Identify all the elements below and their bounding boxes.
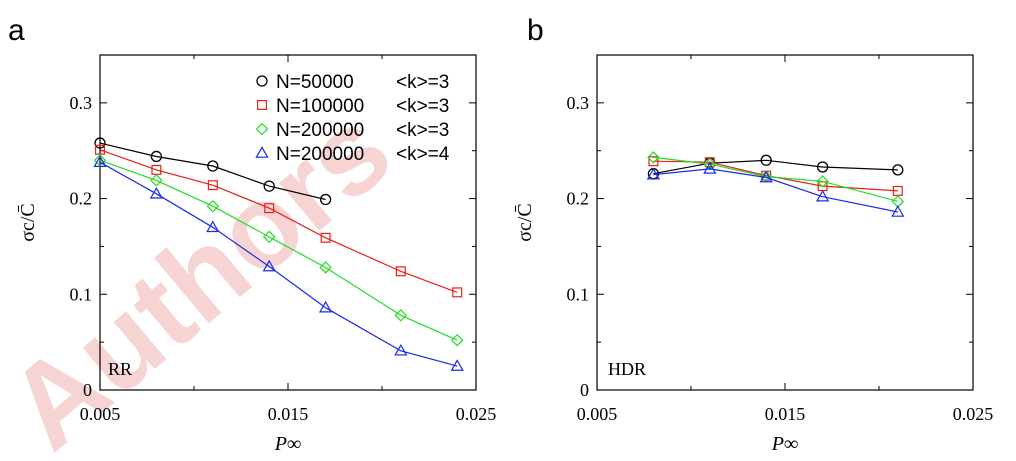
legend-series-name: N=200000 [276,144,364,165]
y-axis-title: σc/C̄ [17,203,39,242]
data-point [394,309,408,322]
data-point [318,300,333,313]
data-point [264,203,275,214]
inset-label-a: RR [108,359,132,379]
data-point [646,167,661,180]
panel-b: b HDR 0 0.1 0.2 0.3 0.005 0.015 0.025 P∞ σc/C̄ [514,14,993,455]
series-line [653,156,898,202]
data-point [816,175,829,188]
legend-series-name: N=50000 [276,72,354,93]
y-axis-title: σc/C̄ [514,203,536,242]
data-point [703,157,717,171]
data-point [703,162,717,174]
data-point [319,261,332,274]
plot-b: 0 0.1 0.2 0.3 0.005 0.015 0.025 P∞ σc/C̄ [514,54,994,455]
legend-series-name: N=100000 [276,96,364,117]
data-point [891,205,905,217]
y-tick-label: 0.1 [70,284,93,304]
legend-marker [257,99,268,110]
x-axis-title: P∞ [771,433,798,455]
series-0 [647,154,904,180]
data-point [263,180,275,192]
data-point [207,160,219,172]
plot-frame [596,54,974,391]
data-point [647,151,660,164]
series-3 [93,155,464,371]
data-point [394,343,408,356]
legend-marker [255,146,269,158]
legend-k-label: <k>=3 [396,96,449,117]
y-tick-label: 0.2 [70,189,93,209]
data-point [319,193,332,206]
x-axis-title: P∞ [274,433,301,455]
data-point [206,220,220,233]
panel-a: a RR 0 0.1 0.2 0.3 0.005 0.015 0.025 P∞ σc/C̄ N=5… [8,14,496,455]
legend-k-label: <k>=3 [396,72,449,93]
x-tick-label: 0.005 [577,404,618,424]
series-line [99,159,458,341]
series-line [99,142,326,201]
data-point [262,259,276,272]
y-tick-label: 0.1 [567,284,590,304]
plot-a: 0 0.1 0.2 0.3 0.005 0.015 0.025 P∞ σc/C̄ N=50000 <… [17,54,497,455]
x-tick-label: 0.015 [765,404,806,424]
data-point [206,199,220,213]
legend-series-name: N=200000 [276,120,364,141]
legend: N=50000 <k>=3 N=100000 <k>=3 N=200000 <k>=3 N=… [255,72,450,165]
data-point [93,155,107,167]
x-tick-label: 0.025 [456,404,497,424]
series-0 [94,137,332,206]
data-point [815,189,830,202]
data-point [450,359,464,371]
y-tick-label: 0 [83,380,92,400]
y-tick-label: 0.3 [70,93,93,113]
series-line [653,168,898,213]
y-tick-label: 0 [580,380,589,400]
legend-marker [256,75,268,87]
legend-k-label: <k>=3 [396,120,449,141]
data-point [395,266,406,277]
y-tick-label: 0.2 [567,189,590,209]
data-point [207,180,218,191]
data-point [816,161,829,173]
data-point [452,287,463,298]
data-point [93,154,107,167]
series-1 [94,144,463,298]
data-point [704,157,715,168]
x-tick-label: 0.005 [80,404,121,424]
data-point [320,232,331,243]
data-point [262,230,276,244]
data-point [150,174,163,187]
legend-marker [255,122,269,136]
panel-letter-b: b [527,14,544,47]
panel-letter-a: a [8,14,25,47]
data-point [760,154,772,166]
series-line [653,160,898,192]
series-line [99,161,458,367]
series-line [99,149,458,293]
y-tick-label: 0.3 [567,93,590,113]
x-tick-label: 0.025 [953,404,994,424]
series-line [653,159,898,175]
series-1 [648,156,903,196]
series-2 [647,151,905,208]
inset-label-b: HDR [608,359,646,379]
data-point [150,150,163,163]
data-point [648,156,659,167]
data-point [149,186,164,199]
series-3 [646,162,905,217]
data-point [892,164,904,176]
x-tick-label: 0.015 [268,404,309,424]
series-2 [93,154,464,347]
data-point [759,170,773,183]
data-point [450,333,464,347]
legend-k-label: <k>=4 [396,144,450,165]
data-point [94,137,106,149]
